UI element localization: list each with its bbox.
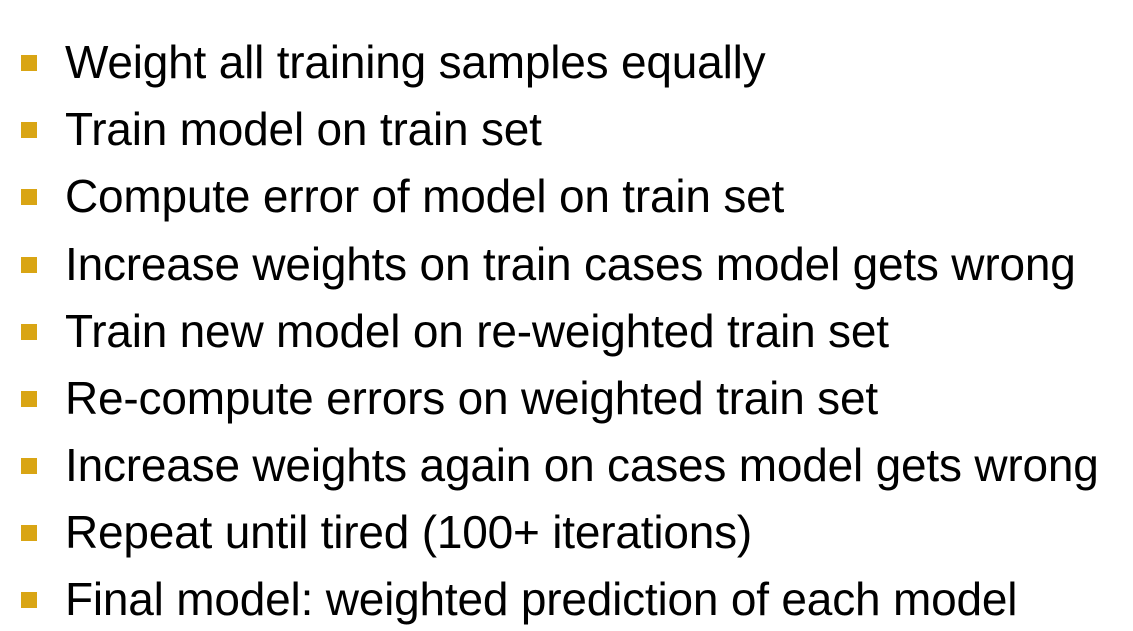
- square-bullet-icon: [21, 458, 37, 474]
- bullet-text: Re-compute errors on weighted train set: [65, 372, 878, 424]
- bullet-item: Weight all training samples equally: [0, 32, 1133, 92]
- bullet-text: Increase weights on train cases model ge…: [65, 238, 1076, 290]
- bullet-item: Increase weights on train cases model ge…: [0, 234, 1133, 294]
- bullet-item: Increase weights again on cases model ge…: [0, 435, 1133, 495]
- bullet-item: Re-compute errors on weighted train set: [0, 368, 1133, 428]
- square-bullet-icon: [21, 324, 37, 340]
- square-bullet-icon: [21, 122, 37, 138]
- bullet-text: Final model: weighted prediction of each…: [65, 573, 1018, 625]
- bullet-item: Compute error of model on train set: [0, 166, 1133, 226]
- square-bullet-icon: [21, 391, 37, 407]
- bullet-item: Repeat until tired (100+ iterations): [0, 502, 1133, 562]
- bullet-text: Increase weights again on cases model ge…: [65, 439, 1099, 491]
- square-bullet-icon: [21, 189, 37, 205]
- bullet-text: Repeat until tired (100+ iterations): [65, 506, 753, 558]
- bullet-text: Train new model on re-weighted train set: [65, 305, 889, 357]
- bullet-text: Train model on train set: [65, 103, 542, 155]
- bullet-text: Weight all training samples equally: [65, 36, 766, 88]
- square-bullet-icon: [21, 257, 37, 273]
- square-bullet-icon: [21, 525, 37, 541]
- square-bullet-icon: [21, 55, 37, 71]
- bullet-item: Train model on train set: [0, 99, 1133, 159]
- bullet-item: Train new model on re-weighted train set: [0, 301, 1133, 361]
- square-bullet-icon: [21, 592, 37, 608]
- bullet-item: Final model: weighted prediction of each…: [0, 569, 1133, 629]
- bullet-text: Compute error of model on train set: [65, 170, 785, 222]
